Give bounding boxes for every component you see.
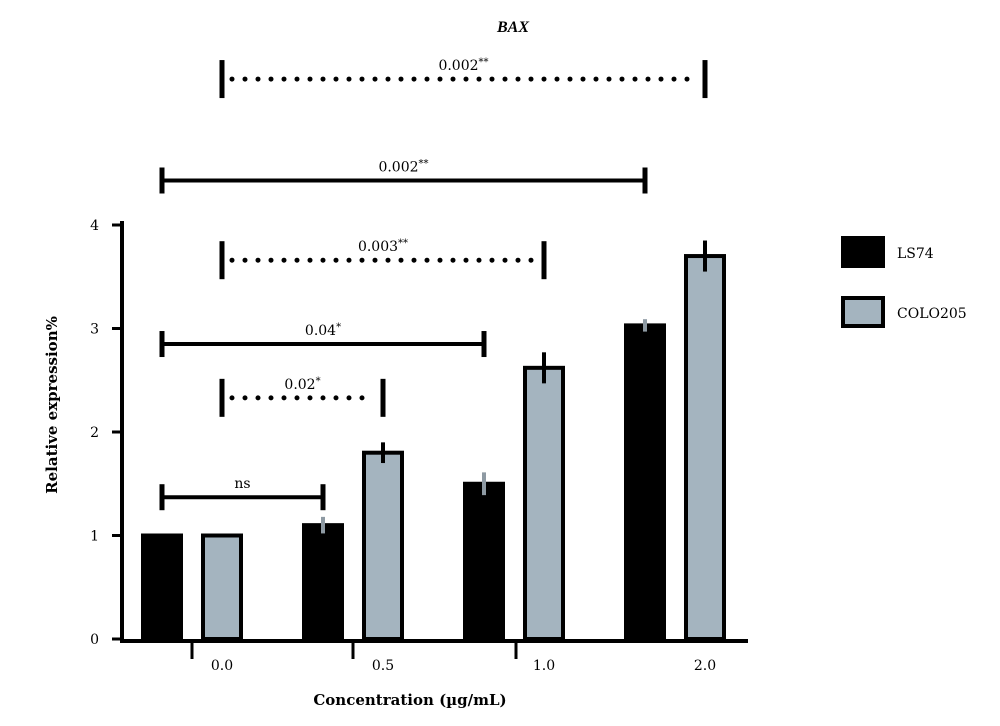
significance-value: 0.002 xyxy=(438,58,478,74)
bar-ls74-2.0 xyxy=(624,323,666,641)
x-tick-label: 0.5 xyxy=(372,658,394,674)
significance-label: ns xyxy=(234,476,250,492)
significance-value: 0.003 xyxy=(358,239,398,255)
significance-label: 0.02* xyxy=(284,376,320,393)
significance-value: 0.002 xyxy=(378,159,418,175)
significance-stars: ** xyxy=(419,158,429,169)
y-tick-label: 4 xyxy=(90,218,99,234)
significance-stars: * xyxy=(336,322,341,333)
bar-ls74-0.5 xyxy=(302,523,344,642)
bar-ls74-1.0 xyxy=(463,481,505,641)
significance-label: 0.003** xyxy=(358,238,408,255)
significance-value: 0.04 xyxy=(305,323,336,339)
x-tick-label: 2.0 xyxy=(694,658,716,674)
x-axis-label: Concentration (µg/mL) xyxy=(313,691,506,709)
y-tick-label: 0 xyxy=(90,632,99,648)
legend: LS74 COLO205 xyxy=(841,236,967,328)
y-tick-label: 2 xyxy=(90,425,99,441)
significance-label: 0.04* xyxy=(305,322,341,339)
bar-colo205-1.0 xyxy=(523,365,565,641)
significance-value: 0.02 xyxy=(284,377,315,393)
y-tick-label: 3 xyxy=(90,322,99,338)
legend-swatch-ls74 xyxy=(841,236,885,268)
y-tick-label: 1 xyxy=(90,529,99,545)
significance-stars: * xyxy=(316,376,321,387)
y-axis-label: Relative expression% xyxy=(43,316,61,494)
legend-label-ls74: LS74 xyxy=(897,246,934,262)
bar-colo205-0.5 xyxy=(362,450,404,642)
legend-swatch-colo205 xyxy=(841,296,885,328)
chart-title: BAX xyxy=(496,19,529,36)
x-tick-label: 0.0 xyxy=(211,658,233,674)
bar-colo205-0.0 xyxy=(201,533,243,641)
legend-label-colo205: COLO205 xyxy=(897,306,967,322)
significance-label: 0.002** xyxy=(378,158,428,175)
significance-label: 0.002** xyxy=(438,57,488,74)
bar-ls74-0.0 xyxy=(141,533,183,641)
significance-stars: ** xyxy=(398,238,408,249)
bar-colo205-2.0 xyxy=(684,254,726,641)
x-tick-label: 1.0 xyxy=(533,658,555,674)
significance-stars: ** xyxy=(479,57,489,68)
